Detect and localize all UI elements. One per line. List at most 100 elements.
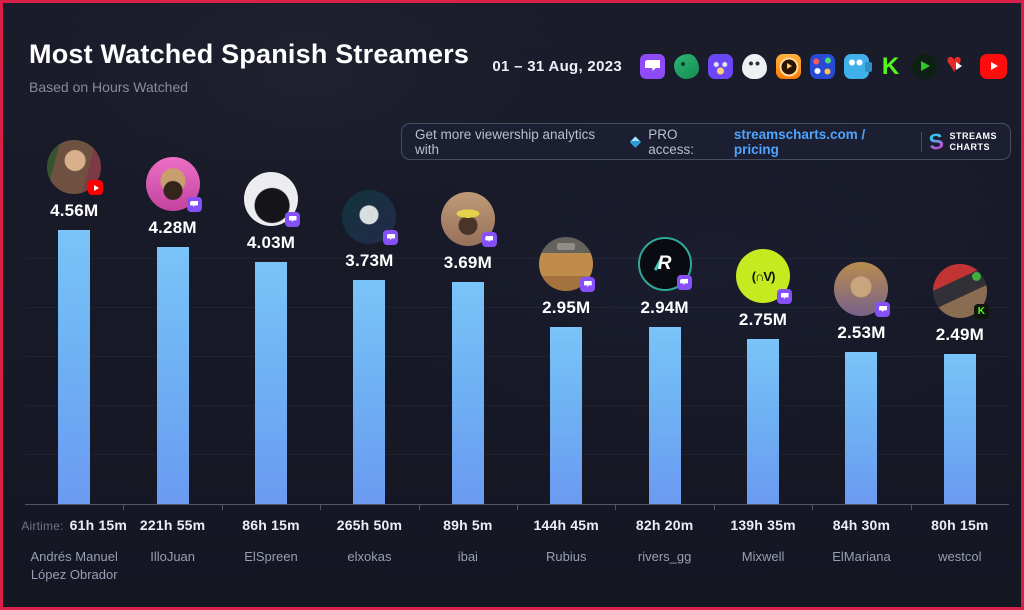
airtime-value: 144h 45m [533, 517, 599, 533]
hours-watched-value: 2.94M [640, 298, 689, 317]
streamer-avatar [244, 172, 301, 227]
streamer-name: Mixwell [741, 549, 785, 564]
streamer-column: 2.49M [911, 133, 1009, 504]
streamer-name: ElMariana [832, 549, 891, 564]
gridline [25, 307, 1009, 308]
hours-watched-bar [648, 327, 681, 504]
twitch-badge-icon [186, 197, 202, 212]
airtime-label: Airtime: [21, 519, 64, 533]
axis-tick [320, 505, 322, 510]
hours-watched-bar [58, 230, 91, 504]
airtime-value: 89h 5m [443, 517, 493, 533]
vk-play-icon [708, 54, 733, 79]
streamer-name: westcol [938, 549, 982, 564]
axis-tick [418, 505, 420, 510]
hours-watched-value: 3.69M [443, 253, 492, 272]
streamer-avatar [440, 192, 497, 247]
kick-badge-icon [973, 304, 989, 319]
heart-play-platform-icon [946, 51, 971, 79]
streamer-column: 3.69M [419, 133, 517, 504]
streamer-column: 4.03M [222, 133, 320, 504]
hours-watched-value: 2.49M [935, 325, 984, 344]
streamer-avatar [834, 262, 891, 317]
airtime-value: 86h 15m [242, 517, 300, 533]
streams-charts-logo: S STREAMS CHARTS [927, 128, 997, 155]
airtime-cell: 82h 20m [615, 517, 713, 533]
pro-access-banner: Get more viewership analytics with ◆ PRO… [401, 123, 1011, 160]
streamer-column: 3.73M [320, 133, 418, 504]
streamer-name: Andrés Manuel López Obrador [30, 549, 118, 582]
streamer-column: 2.95M [517, 133, 615, 504]
hours-watched-value: 2.53M [837, 323, 886, 342]
header: Most Watched Spanish Streamers Based on … [29, 39, 469, 95]
streamer-avatar [539, 237, 596, 292]
hours-watched-bar [451, 282, 484, 504]
airtime-cell: 144h 45m [517, 517, 615, 533]
streamer-column: 2.94M [615, 133, 713, 504]
streamer-names-row: Andrés Manuel López Obrador IlloJuan ElSpr… [25, 548, 1009, 583]
airtime-value: 80h 15m [931, 517, 989, 533]
streamer-column: 4.28M [123, 133, 221, 504]
pro-diamond-icon: ◆ [629, 133, 642, 150]
trovo-icon [674, 54, 699, 79]
streamer-avatar [342, 190, 399, 245]
streamer-column: 4.56M [25, 133, 123, 504]
airtime-row: Airtime: 61h 15m 221h 55m 86h 15m 265h 50m 89… [21, 517, 1009, 533]
hours-watched-bar [747, 339, 780, 504]
streamer-name: ElSpreen [244, 549, 298, 564]
streamer-avatar [637, 237, 692, 291]
pixel-face-platform-icon [810, 54, 835, 79]
airtime-cell: 84h 30m [812, 517, 910, 533]
hours-watched-value: 2.95M [542, 298, 591, 317]
axis-tick [713, 505, 715, 510]
bar-chart: 4.56M 4.28M 4.03M 3.73M 3.69M 2.95M [25, 133, 1009, 504]
hours-watched-bar [943, 354, 976, 504]
top-bar: 01 – 31 Aug, 2023 [492, 51, 1007, 79]
streams-charts-logo-text: STREAMS CHARTS [949, 131, 997, 152]
twitch-badge-icon [875, 302, 891, 317]
twitch-icon [640, 54, 665, 79]
airtime-cell: 89h 5m [419, 517, 517, 533]
white-mascot-platform-icon [742, 54, 767, 79]
streamer-avatar [932, 264, 989, 319]
airtime-value: 82h 20m [635, 517, 694, 533]
x-axis [25, 504, 1009, 510]
twitch-badge-icon [383, 230, 399, 245]
streamer-name: Rubius [546, 549, 587, 564]
airtime-value: 139h 35m [730, 517, 796, 533]
streamer-name: elxokas [347, 549, 392, 564]
airtime-cell: Airtime: 61h 15m [21, 517, 127, 533]
twitch-badge-icon [481, 232, 497, 247]
airtime-value: 61h 15m [69, 517, 128, 533]
axis-tick [123, 505, 125, 510]
airtime-value: 221h 55m [139, 517, 206, 533]
twitch-badge-icon [777, 289, 793, 304]
streamer-avatar [736, 249, 793, 304]
hours-watched-bar [156, 247, 189, 504]
hours-watched-bar [255, 262, 288, 504]
hours-watched-value: 4.28M [148, 218, 197, 237]
airtime-value: 265h 50m [336, 517, 403, 533]
streamer-avatar [145, 157, 202, 212]
twitch-badge-icon [580, 277, 596, 292]
airtime-cell: 86h 15m [222, 517, 320, 533]
platform-icons-row [640, 51, 1007, 79]
streamer-name: ibai [457, 549, 478, 564]
streamer-name: rivers_gg [637, 549, 692, 564]
streamer-avatar [47, 140, 104, 195]
airtime-cell: 265h 50m [320, 517, 418, 533]
banner-divider [920, 131, 922, 152]
hours-watched-bar [845, 352, 878, 504]
gridline [25, 454, 1009, 455]
hours-watched-value: 4.56M [50, 201, 99, 220]
airtime-cell: 221h 55m [123, 517, 221, 533]
page-title: Most Watched Spanish Streamers [29, 39, 470, 69]
pricing-link[interactable]: streamscharts.com / pricing [733, 126, 866, 157]
gridline [25, 258, 1009, 259]
hours-watched-value: 4.03M [246, 233, 296, 252]
streamer-name: IlloJuan [150, 549, 196, 564]
banner-pro-text: PRO access: [648, 126, 694, 157]
green-play-platform-icon [912, 54, 937, 79]
axis-tick [812, 505, 814, 510]
airtime-cell: 139h 35m [714, 517, 812, 533]
